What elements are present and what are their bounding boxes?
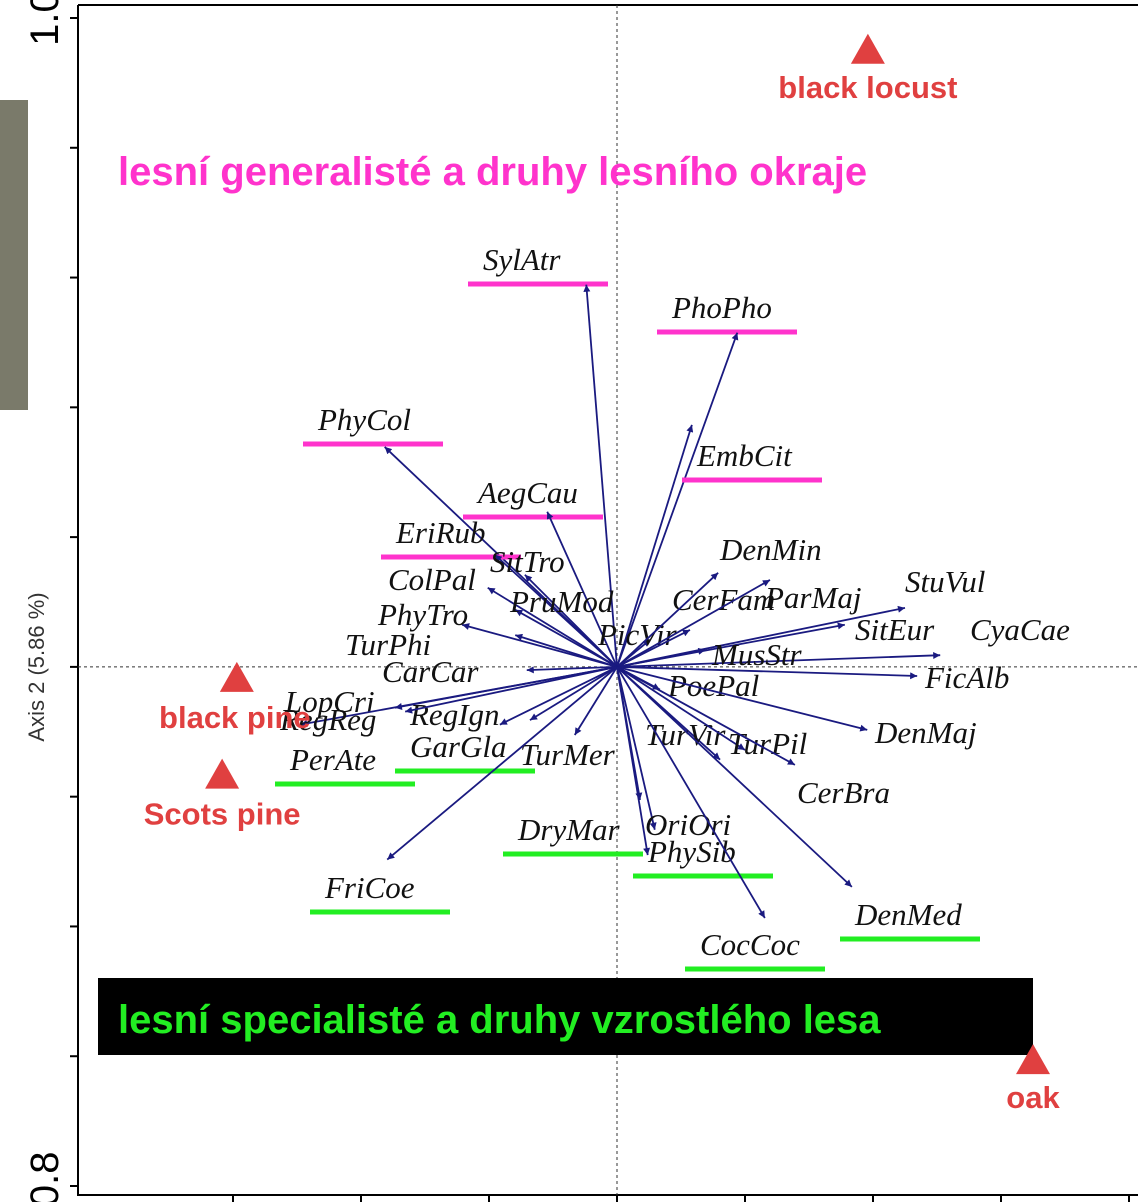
- site-label: black pine: [159, 700, 311, 735]
- species-arrow: [499, 666, 618, 726]
- species-label: DenMed: [854, 897, 962, 932]
- species-label: PhySib: [647, 834, 736, 869]
- species-arrow: [616, 665, 918, 680]
- species-arrow: [514, 609, 618, 668]
- photo-fragment: [0, 100, 28, 410]
- species-label: EriRub: [395, 515, 486, 550]
- species-label: PhyCol: [317, 402, 411, 437]
- species-label: TurPil: [728, 726, 807, 761]
- species-label: SitTro: [490, 544, 565, 579]
- site-label: Scots pine: [144, 797, 301, 832]
- species-label: DenMin: [719, 532, 822, 567]
- species-arrow: [461, 623, 618, 668]
- species-arrow: [524, 574, 618, 668]
- y-axis-label: Axis 2 (5.86 %): [24, 592, 49, 741]
- species-label: ParMaj: [764, 580, 861, 615]
- y-tick-label: 1.0: [23, 0, 67, 46]
- species-label: CyaCae: [970, 612, 1070, 647]
- annotation: lesní specialisté a druhy vzrostlého les…: [118, 998, 881, 1042]
- species-arrow: [546, 511, 618, 668]
- species-arrow: [526, 665, 618, 674]
- species-arrow: [529, 666, 618, 721]
- species-arrow: [616, 332, 739, 668]
- species-label: CerFam: [672, 582, 775, 617]
- species-arrow: [583, 284, 618, 667]
- species-arrow: [300, 666, 618, 727]
- species-label: DenMaj: [874, 715, 977, 750]
- species-label: DryMar: [517, 812, 621, 847]
- species-label: RegReg: [279, 702, 376, 737]
- species-arrow: [616, 666, 657, 830]
- species-label: SylAtr: [483, 242, 561, 277]
- species-arrow: [616, 666, 796, 766]
- species-label: CocCoc: [700, 927, 800, 962]
- species-arrow: [404, 666, 618, 714]
- site-marker: [1016, 1044, 1050, 1075]
- species-arrow: [616, 579, 771, 668]
- species-arrow: [386, 666, 618, 861]
- site-marker: [850, 33, 885, 64]
- species-arrow: [573, 666, 618, 736]
- species-label: PhoPho: [671, 290, 772, 325]
- species-label: TurMer: [520, 737, 616, 772]
- species-label: PoePal: [667, 668, 759, 703]
- species-arrow: [616, 666, 853, 888]
- species-arrow: [494, 553, 618, 668]
- species-arrow: [616, 424, 694, 668]
- species-label: StuVul: [905, 564, 985, 599]
- species-label: CarCar: [382, 654, 479, 689]
- species-arrow: [616, 666, 868, 732]
- site-label: oak: [1006, 1080, 1060, 1115]
- species-arrow: [616, 666, 766, 919]
- y-tick-label: -0.8: [23, 1152, 67, 1202]
- species-label: GarGla: [410, 729, 506, 764]
- species-arrow: [616, 651, 941, 668]
- species-label: TurPhi: [345, 627, 431, 662]
- species-label: PhyTro: [377, 597, 468, 632]
- species-arrow: [616, 666, 746, 751]
- species-label: SitEur: [855, 612, 935, 647]
- species-arrow: [514, 633, 618, 668]
- species-label: TurVir: [645, 717, 726, 752]
- species-arrow: [487, 586, 618, 668]
- species-label: MusStr: [711, 637, 803, 672]
- frame: [77, 5, 1138, 1196]
- species-label: RegIgn: [409, 697, 500, 732]
- species-arrow: [616, 572, 719, 668]
- species-label: FriCoe: [324, 870, 415, 905]
- species-label: EmbCit: [696, 438, 793, 473]
- site-label: black locust: [778, 70, 957, 105]
- species-arrow: [616, 666, 651, 856]
- annotation: lesní generalisté a druhy lesního okraje: [118, 150, 867, 194]
- site-marker: [219, 661, 254, 692]
- annotation-box: [98, 978, 1033, 1055]
- site-marker: [205, 758, 240, 789]
- species-label: FicAlb: [924, 660, 1009, 695]
- species-label: AegCau: [476, 475, 578, 510]
- species-label: CerBra: [797, 775, 890, 810]
- species-label: PruMod: [509, 584, 614, 619]
- species-label: ColPal: [388, 562, 476, 597]
- species-label: PerAte: [289, 742, 376, 777]
- species-arrow: [616, 647, 706, 668]
